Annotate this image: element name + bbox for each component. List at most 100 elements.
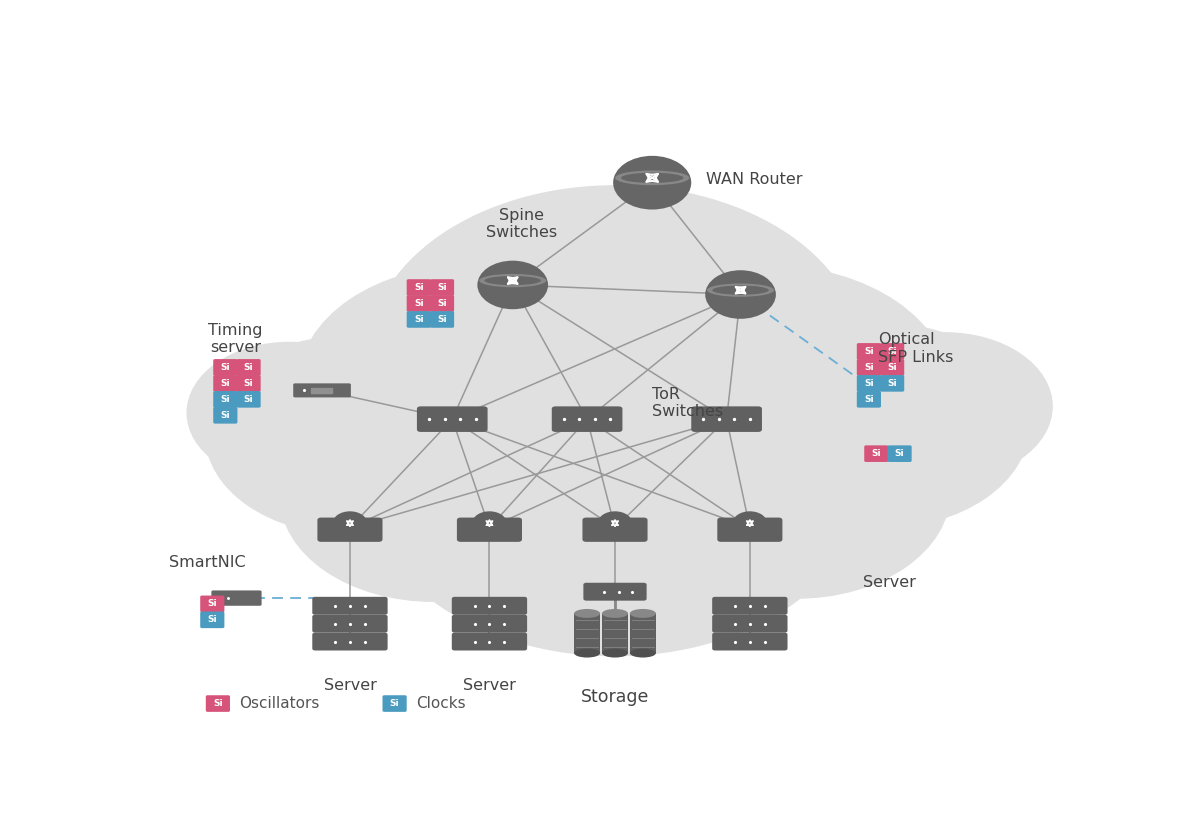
- Circle shape: [472, 511, 506, 535]
- Text: SmartNIC: SmartNIC: [169, 555, 246, 570]
- Text: Si: Si: [437, 299, 446, 308]
- Text: Si: Si: [221, 378, 230, 388]
- Text: Si: Si: [244, 395, 253, 404]
- Text: Spine
Switches: Spine Switches: [486, 208, 558, 240]
- Text: Si: Si: [221, 411, 230, 420]
- Text: Si: Si: [864, 363, 874, 372]
- Ellipse shape: [616, 170, 689, 185]
- FancyBboxPatch shape: [857, 391, 881, 408]
- Ellipse shape: [485, 276, 541, 286]
- FancyBboxPatch shape: [857, 375, 881, 392]
- FancyBboxPatch shape: [880, 343, 905, 359]
- FancyBboxPatch shape: [317, 518, 383, 542]
- FancyBboxPatch shape: [214, 407, 238, 423]
- FancyBboxPatch shape: [293, 383, 350, 398]
- Text: Si: Si: [895, 449, 905, 458]
- Ellipse shape: [479, 274, 546, 287]
- FancyBboxPatch shape: [457, 518, 522, 542]
- FancyBboxPatch shape: [602, 613, 628, 653]
- Ellipse shape: [620, 173, 684, 183]
- FancyBboxPatch shape: [574, 613, 600, 653]
- Ellipse shape: [713, 286, 769, 295]
- Text: Server: Server: [863, 574, 916, 589]
- FancyBboxPatch shape: [214, 391, 238, 408]
- Circle shape: [478, 261, 548, 310]
- FancyBboxPatch shape: [211, 590, 262, 606]
- FancyBboxPatch shape: [630, 613, 656, 653]
- FancyBboxPatch shape: [430, 311, 454, 328]
- Ellipse shape: [630, 648, 656, 657]
- Circle shape: [613, 156, 691, 209]
- Text: Si: Si: [214, 699, 223, 708]
- Text: Si: Si: [221, 363, 230, 372]
- Ellipse shape: [574, 609, 600, 618]
- Text: Oscillators: Oscillators: [239, 696, 319, 711]
- FancyBboxPatch shape: [312, 615, 388, 632]
- FancyBboxPatch shape: [718, 518, 782, 542]
- Text: Si: Si: [208, 615, 217, 624]
- FancyBboxPatch shape: [236, 375, 260, 392]
- FancyBboxPatch shape: [312, 632, 388, 651]
- Text: Si: Si: [244, 363, 253, 372]
- Text: Optical
SFP Links: Optical SFP Links: [878, 333, 954, 365]
- FancyBboxPatch shape: [312, 597, 388, 615]
- FancyBboxPatch shape: [214, 375, 238, 392]
- Ellipse shape: [707, 284, 774, 297]
- Text: Timing
server: Timing server: [209, 323, 263, 355]
- Text: Si: Si: [864, 347, 874, 356]
- Text: Si: Si: [437, 315, 446, 324]
- FancyBboxPatch shape: [451, 597, 527, 615]
- Circle shape: [598, 511, 632, 535]
- Text: Si: Si: [887, 363, 896, 372]
- Text: Si: Si: [437, 283, 446, 292]
- FancyBboxPatch shape: [383, 696, 407, 712]
- Circle shape: [332, 511, 367, 535]
- Text: Si: Si: [244, 378, 253, 388]
- FancyBboxPatch shape: [888, 446, 912, 462]
- Text: Clocks: Clocks: [416, 696, 466, 711]
- FancyBboxPatch shape: [451, 632, 527, 651]
- Text: WAN Router: WAN Router: [706, 172, 803, 187]
- Ellipse shape: [602, 609, 628, 618]
- FancyBboxPatch shape: [407, 311, 431, 328]
- FancyBboxPatch shape: [712, 615, 787, 632]
- FancyBboxPatch shape: [582, 518, 648, 542]
- FancyBboxPatch shape: [430, 295, 454, 312]
- FancyBboxPatch shape: [236, 391, 260, 408]
- Text: Si: Si: [414, 315, 424, 324]
- Text: Si: Si: [887, 347, 896, 356]
- Text: Si: Si: [414, 299, 424, 308]
- Circle shape: [732, 511, 767, 535]
- FancyBboxPatch shape: [864, 446, 888, 462]
- FancyBboxPatch shape: [712, 632, 787, 651]
- FancyBboxPatch shape: [200, 612, 224, 628]
- FancyBboxPatch shape: [583, 583, 647, 601]
- FancyBboxPatch shape: [880, 359, 905, 376]
- FancyBboxPatch shape: [311, 388, 334, 394]
- FancyBboxPatch shape: [407, 295, 431, 312]
- FancyBboxPatch shape: [857, 359, 881, 376]
- FancyBboxPatch shape: [206, 696, 230, 712]
- FancyBboxPatch shape: [712, 597, 787, 615]
- Text: Server: Server: [324, 678, 377, 693]
- FancyBboxPatch shape: [552, 407, 623, 432]
- Text: Si: Si: [414, 283, 424, 292]
- Text: Storage: Storage: [581, 687, 649, 706]
- Text: Server: Server: [463, 678, 516, 693]
- FancyBboxPatch shape: [236, 359, 260, 376]
- FancyBboxPatch shape: [200, 596, 224, 613]
- Text: Si: Si: [864, 395, 874, 404]
- FancyBboxPatch shape: [857, 343, 881, 359]
- FancyBboxPatch shape: [880, 375, 905, 392]
- FancyBboxPatch shape: [451, 615, 527, 632]
- Text: Si: Si: [221, 395, 230, 404]
- Ellipse shape: [574, 648, 600, 657]
- Text: Si: Si: [864, 378, 874, 388]
- FancyBboxPatch shape: [691, 407, 762, 432]
- Text: ToR
Switches: ToR Switches: [653, 387, 724, 419]
- Text: Si: Si: [208, 599, 217, 608]
- FancyBboxPatch shape: [214, 359, 238, 376]
- Text: Si: Si: [390, 699, 400, 708]
- FancyBboxPatch shape: [407, 279, 431, 295]
- Ellipse shape: [602, 648, 628, 657]
